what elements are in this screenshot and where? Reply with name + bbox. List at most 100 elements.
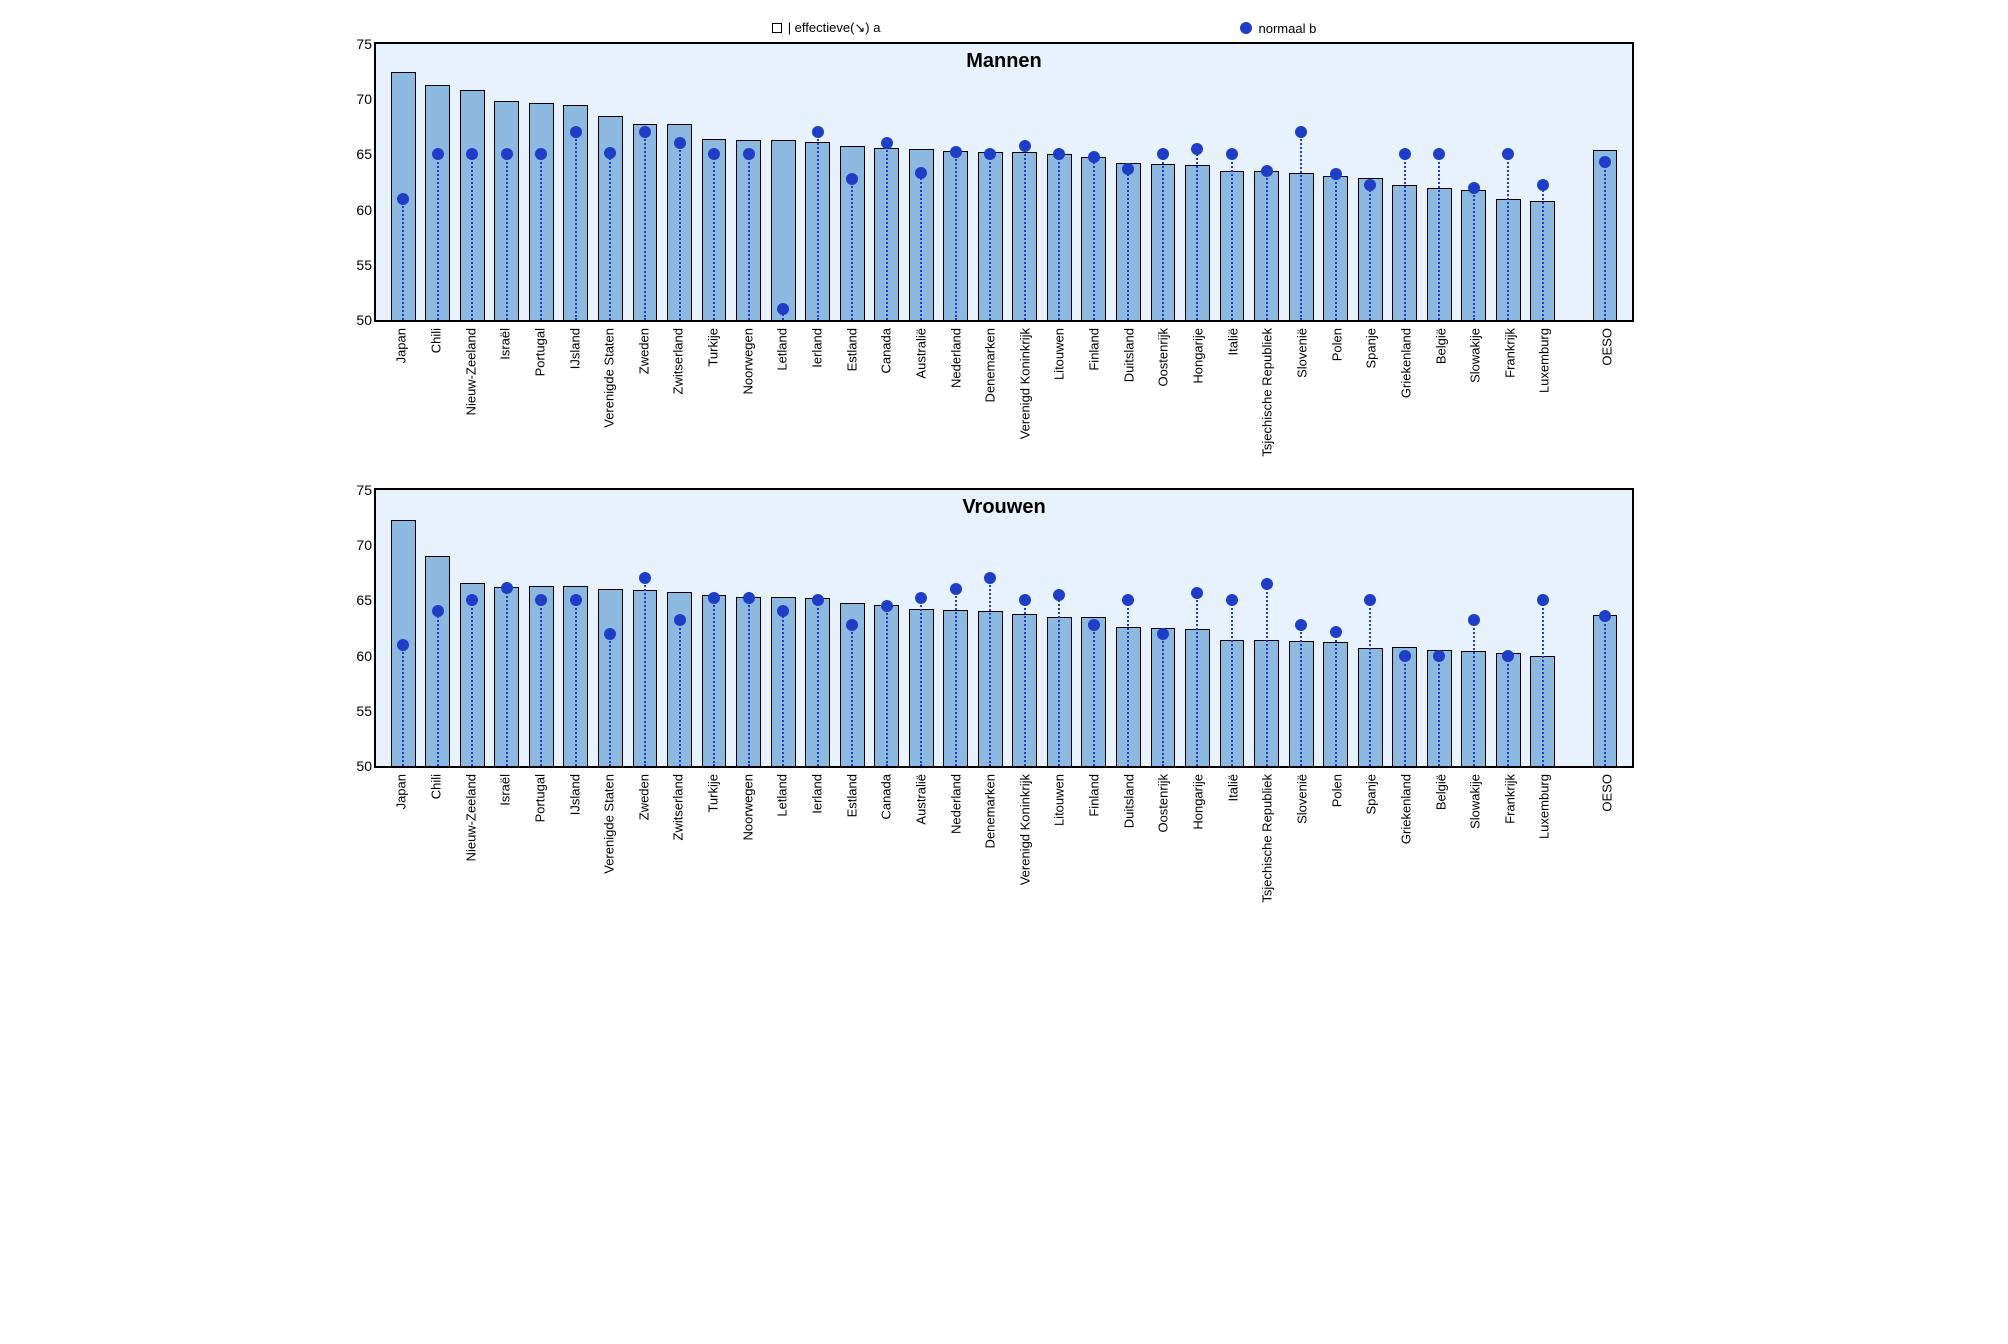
- stem: [1058, 154, 1060, 320]
- normal-dot: [397, 193, 409, 205]
- x-label: Luxemburg: [1537, 774, 1552, 839]
- x-label: België: [1433, 328, 1448, 364]
- normal-dot: [1502, 650, 1514, 662]
- normal-dot: [1295, 619, 1307, 631]
- y-tick-label: 75: [336, 482, 372, 498]
- x-label: Zwitserland: [671, 774, 686, 840]
- stem: [506, 154, 508, 320]
- x-label: Estland: [844, 328, 859, 371]
- x-label-slot: België: [1423, 328, 1458, 458]
- x-label: Griekenland: [1398, 774, 1413, 844]
- x-label: Canada: [879, 328, 894, 374]
- bar-slot: [697, 490, 732, 766]
- normal-dot: [1330, 168, 1342, 180]
- normal-dot: [846, 173, 858, 185]
- bar-slot: [1526, 44, 1561, 320]
- x-label-slot: Luxemburg: [1527, 774, 1562, 904]
- normal-dot: [743, 148, 755, 160]
- stem: [1438, 656, 1440, 766]
- x-label-slot: Ierland: [800, 774, 835, 904]
- normal-dot: [708, 148, 720, 160]
- normal-dot: [1157, 148, 1169, 160]
- bar-slot: [1111, 44, 1146, 320]
- x-label: Chili: [428, 774, 443, 799]
- bar-slot: [490, 44, 525, 320]
- bar-slot: [559, 44, 594, 320]
- bar-slot: [835, 490, 870, 766]
- normal-dot: [639, 572, 651, 584]
- bar-slot: [939, 44, 974, 320]
- x-label: Ierland: [810, 328, 825, 368]
- bars-row: [376, 44, 1632, 320]
- stem: [748, 598, 750, 766]
- panel-title: Vrouwen: [962, 496, 1045, 519]
- legend-normal: normaal b: [1240, 20, 1316, 36]
- x-label-slot: Tsjechische Republiek: [1250, 774, 1285, 904]
- bar-slot: [1456, 490, 1491, 766]
- x-label: Slovenië: [1294, 328, 1309, 378]
- normal-dot: [950, 146, 962, 158]
- x-label-slot: Slowakije: [1458, 328, 1493, 458]
- bar-slot: [800, 490, 835, 766]
- bar-slot: [1077, 490, 1112, 766]
- normal-dot: [535, 148, 547, 160]
- x-label: Nieuw-Zeeland: [463, 328, 478, 415]
- x-label-slot: Hongarije: [1181, 774, 1216, 904]
- x-label: Finland: [1087, 328, 1102, 371]
- normal-dot: [1019, 140, 1031, 152]
- x-label: Japan: [394, 328, 409, 363]
- stem: [575, 600, 577, 766]
- bar-slot: [1284, 490, 1319, 766]
- legend-effective: | effectieve(↘) a: [772, 20, 881, 36]
- bar-slot: [1588, 490, 1623, 766]
- stem: [1196, 593, 1198, 766]
- x-label-slot: Frankrijk: [1493, 328, 1528, 458]
- x-label: Oostenrijk: [1156, 774, 1171, 833]
- x-label: Spanje: [1364, 328, 1379, 368]
- bar-slot: [1215, 490, 1250, 766]
- normal-dot: [1537, 179, 1549, 191]
- x-label-slot: Spanje: [1354, 328, 1389, 458]
- x-label-slot: Ierland: [800, 328, 835, 458]
- x-label: Spanje: [1364, 774, 1379, 814]
- stem: [1093, 625, 1095, 766]
- x-label-slot: Slovenië: [1285, 774, 1320, 904]
- x-label-slot: Israël: [488, 774, 523, 904]
- y-tick-label: 55: [336, 257, 372, 273]
- stem: [886, 143, 888, 320]
- x-label-slot: België: [1423, 774, 1458, 904]
- x-label: Frankrijk: [1502, 774, 1517, 824]
- stem: [782, 611, 784, 766]
- x-label-slot: Duitsland: [1111, 774, 1146, 904]
- normal-dot: [1537, 594, 1549, 606]
- plot-area: 505560657075Mannen: [374, 42, 1634, 322]
- stem: [955, 152, 957, 320]
- x-label-slot: Frankrijk: [1493, 774, 1528, 904]
- normal-dot: [674, 137, 686, 149]
- bar-slot: [1249, 44, 1284, 320]
- x-label: Japan: [394, 774, 409, 809]
- y-tick-label: 75: [336, 36, 372, 52]
- normal-dot: [915, 592, 927, 604]
- stem: [989, 154, 991, 320]
- normal-dot: [501, 148, 513, 160]
- x-label-slot: Slovenië: [1285, 328, 1320, 458]
- x-label-slot: Estland: [834, 774, 869, 904]
- x-label-slot: Italië: [1215, 328, 1250, 458]
- y-tick-label: 50: [336, 312, 372, 328]
- x-label-slot: Nieuw-Zeeland: [453, 774, 488, 904]
- x-label: Oostenrijk: [1156, 328, 1171, 387]
- legend-effective-marker: [772, 23, 782, 33]
- bar-slot: [731, 44, 766, 320]
- x-label: Litouwen: [1052, 328, 1067, 380]
- stem: [1438, 154, 1440, 320]
- normal-dot: [1191, 587, 1203, 599]
- bar-slot: [1353, 44, 1388, 320]
- bar-slot: [973, 44, 1008, 320]
- x-label: Luxemburg: [1537, 328, 1552, 393]
- bar-slot: [593, 44, 628, 320]
- x-label-slot: Tsjechische Republiek: [1250, 328, 1285, 458]
- plot-area: 505560657075Vrouwen: [374, 488, 1634, 768]
- bars-row: [376, 490, 1632, 766]
- x-label-slot: Duitsland: [1111, 328, 1146, 458]
